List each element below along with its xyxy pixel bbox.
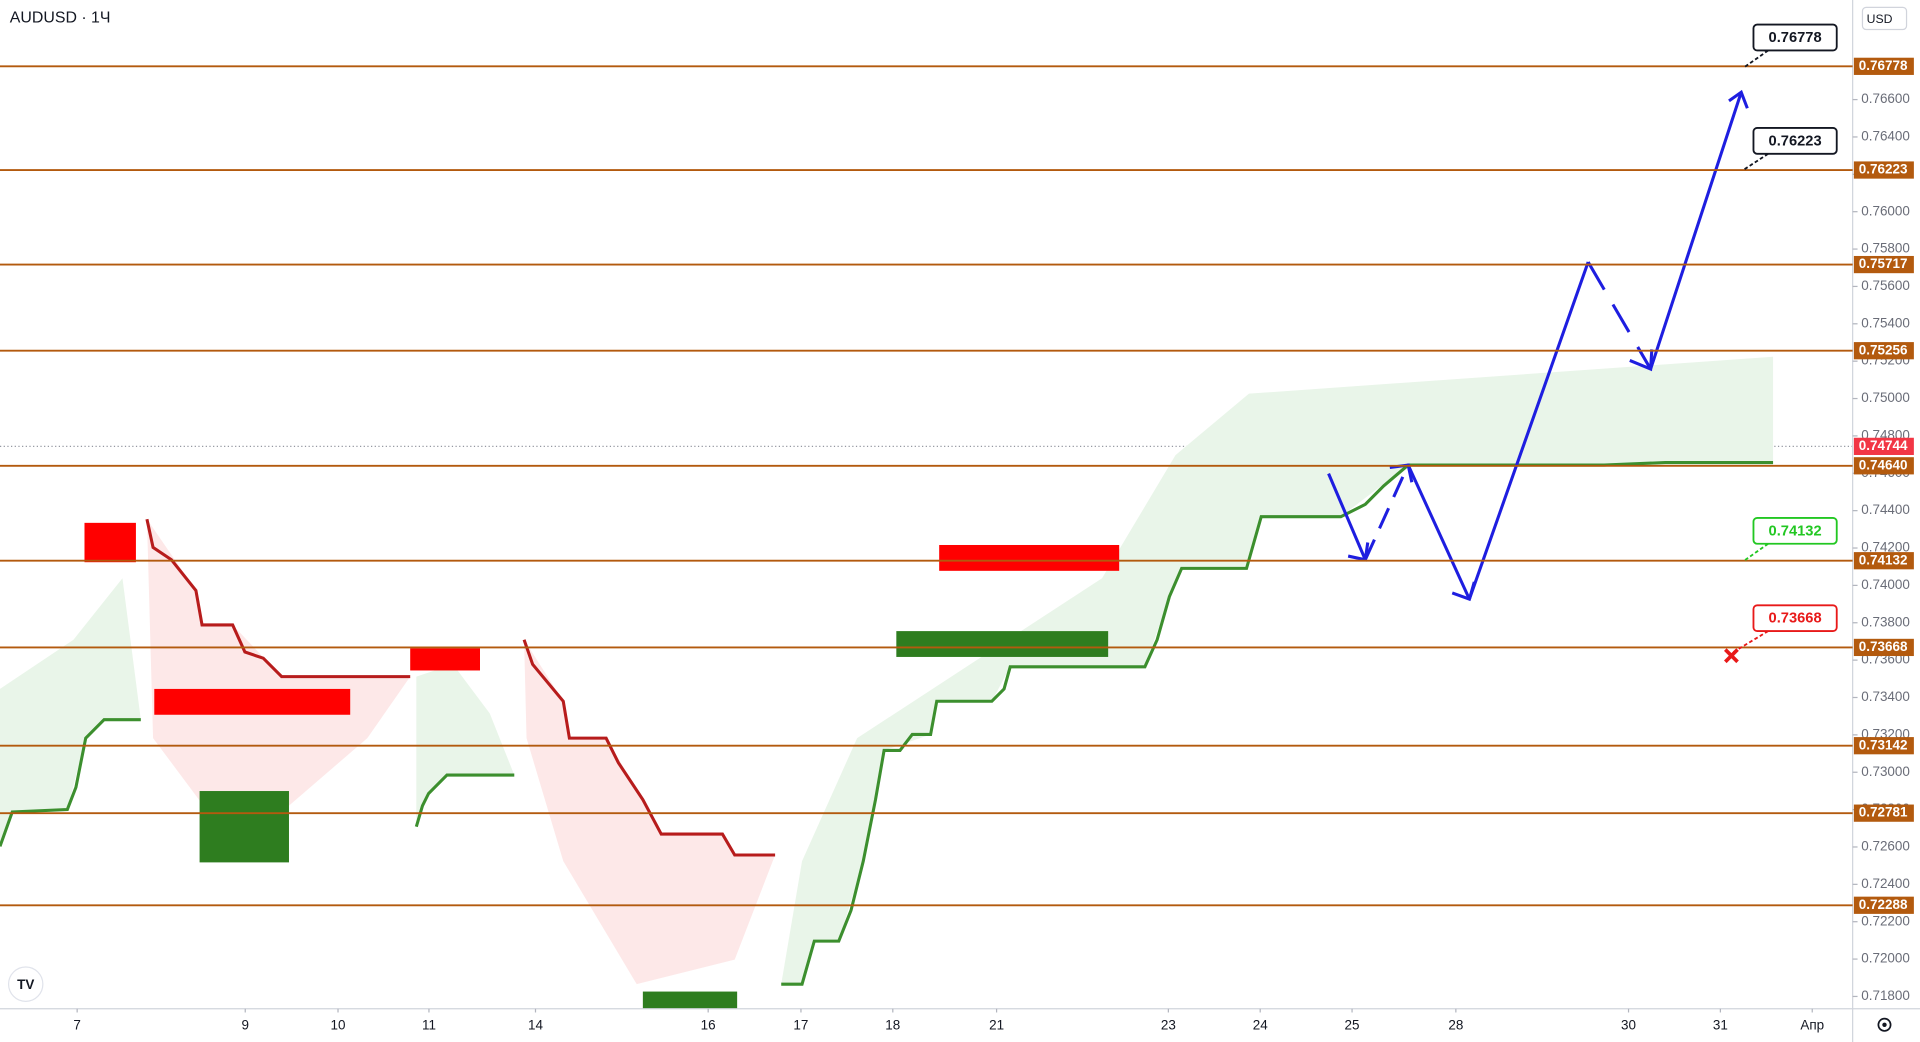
level-label: 0.73668 bbox=[1859, 639, 1908, 654]
supertrend-down bbox=[145, 518, 411, 679]
x-tick-label: 31 bbox=[1713, 1018, 1728, 1033]
level-label-bg bbox=[1853, 342, 1914, 360]
callout-pointer bbox=[1743, 153, 1769, 171]
x-tick-label: Апр bbox=[1800, 1018, 1824, 1033]
level-label-bg bbox=[1853, 896, 1914, 914]
y-tick-label: 0.74000 bbox=[1861, 577, 1910, 592]
callout-box bbox=[1752, 604, 1838, 633]
x-tick-label: 11 bbox=[422, 1018, 436, 1033]
symbol-title: AUDUSD · 1Ч bbox=[10, 10, 111, 27]
level-label-bg bbox=[1853, 804, 1914, 822]
y-tick-label: 0.75800 bbox=[1861, 241, 1910, 256]
y-tick-label: 0.75600 bbox=[1861, 278, 1910, 293]
y-tick-label: 0.76600 bbox=[1861, 91, 1910, 106]
y-tick-label: 0.73800 bbox=[1861, 614, 1910, 629]
x-tick-label: 21 bbox=[989, 1018, 1004, 1033]
x-tick-label: 23 bbox=[1161, 1018, 1176, 1033]
x-tick-label: 24 bbox=[1253, 1018, 1268, 1033]
y-tick-label: 0.76000 bbox=[1861, 203, 1910, 218]
callout-pointer bbox=[1730, 630, 1769, 655]
level-label-bg bbox=[1853, 552, 1914, 570]
downtrend-fill bbox=[146, 519, 411, 812]
last-price-bg bbox=[1853, 437, 1914, 455]
tv-logo: TV bbox=[7, 966, 44, 1003]
demand-zone bbox=[199, 791, 289, 863]
level-label-bg bbox=[1853, 638, 1914, 657]
callout-box bbox=[1752, 127, 1838, 155]
x-tick-label: 10 bbox=[331, 1018, 346, 1033]
supply-zone bbox=[410, 648, 480, 671]
supply-zone bbox=[939, 544, 1120, 571]
level-label-bg bbox=[1853, 737, 1914, 755]
x-tick-label: 9 bbox=[241, 1018, 248, 1033]
x-tick-label: 28 bbox=[1448, 1018, 1463, 1033]
supertrend-down bbox=[522, 639, 776, 857]
x-tick-label: 25 bbox=[1345, 1018, 1360, 1033]
currency-button[interactable] bbox=[1861, 6, 1908, 31]
callout-pointer bbox=[1743, 543, 1769, 562]
demand-zone bbox=[642, 991, 738, 1009]
settings-icon[interactable] bbox=[1877, 1017, 1892, 1032]
callout-label: 0.73668 bbox=[1769, 611, 1822, 627]
y-tick-label: 0.73400 bbox=[1861, 689, 1910, 704]
demand-zone bbox=[896, 631, 1109, 657]
supertrend-up bbox=[781, 461, 1774, 986]
level-label: 0.73142 bbox=[1859, 737, 1908, 752]
level-label-bg bbox=[1853, 161, 1914, 179]
downtrend-fill bbox=[524, 639, 776, 985]
y-tick-label: 0.73000 bbox=[1861, 764, 1910, 779]
level-label-bg bbox=[1853, 57, 1914, 75]
callout-label: 0.76778 bbox=[1769, 30, 1822, 46]
y-tick-label: 0.74200 bbox=[1861, 540, 1910, 555]
y-tick-label: 0.72200 bbox=[1861, 913, 1910, 928]
uptrend-fill bbox=[0, 578, 141, 847]
x-tick-label: 7 bbox=[73, 1018, 80, 1033]
level-label: 0.72288 bbox=[1859, 897, 1908, 912]
level-label: 0.72781 bbox=[1859, 805, 1908, 820]
svg-text:TV: TV bbox=[17, 977, 34, 992]
currency-label[interactable]: USD bbox=[1867, 12, 1893, 26]
level-label: 0.76778 bbox=[1859, 58, 1908, 73]
uptrend-fill bbox=[781, 356, 1774, 985]
callout-box bbox=[1752, 23, 1838, 52]
level-label: 0.74132 bbox=[1859, 552, 1908, 567]
y-tick-label: 0.71800 bbox=[1861, 988, 1910, 1003]
projection-arrows bbox=[1327, 89, 1749, 602]
level-label: 0.75717 bbox=[1859, 256, 1908, 271]
x-tick-label: 18 bbox=[885, 1018, 900, 1033]
level-label: 0.74640 bbox=[1859, 457, 1908, 472]
y-tick-label: 0.75000 bbox=[1861, 390, 1910, 405]
last-price-label: 0.74744 bbox=[1859, 438, 1908, 453]
x-tick-label: 17 bbox=[793, 1018, 808, 1033]
x-tick-label: 30 bbox=[1621, 1018, 1636, 1033]
y-tick-label: 0.74400 bbox=[1861, 502, 1910, 517]
level-label: 0.76223 bbox=[1859, 162, 1908, 177]
x-tick-label: 16 bbox=[701, 1018, 716, 1033]
level-label-bg bbox=[1853, 457, 1914, 475]
supply-zone bbox=[154, 688, 351, 715]
y-tick-label: 0.72600 bbox=[1861, 839, 1910, 854]
callout-box bbox=[1752, 517, 1838, 545]
y-tick-label: 0.76400 bbox=[1861, 129, 1910, 144]
callout-pointer bbox=[1743, 49, 1769, 69]
y-tick-label: 0.72400 bbox=[1861, 876, 1910, 891]
callout-label: 0.74132 bbox=[1769, 523, 1822, 539]
supertrend-up bbox=[0, 718, 141, 847]
x-tick-label: 14 bbox=[528, 1018, 543, 1033]
y-tick-label: 0.75400 bbox=[1861, 315, 1910, 330]
level-label: 0.75256 bbox=[1859, 342, 1908, 357]
time-axis-bg bbox=[0, 1008, 1920, 1042]
y-tick-label: 0.72000 bbox=[1861, 951, 1910, 966]
supply-zone bbox=[84, 522, 136, 563]
callout-label: 0.76223 bbox=[1769, 133, 1822, 149]
level-label-bg bbox=[1853, 255, 1914, 274]
